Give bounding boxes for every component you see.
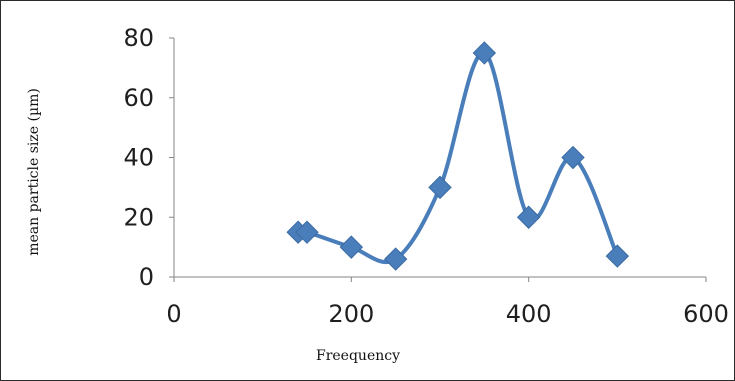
- data-point-diamond: [428, 175, 452, 200]
- y-tick-label: 20: [123, 203, 154, 231]
- data-point-diamond: [561, 145, 585, 170]
- y-tick-label: 60: [123, 84, 154, 112]
- axes: 0 20 40 60 80 0 200 400 600: [123, 24, 728, 328]
- data-point-diamond: [472, 41, 497, 65]
- y-tick-label: 0: [139, 263, 154, 291]
- data-point-diamond: [383, 247, 408, 271]
- x-axis-title: Freequency: [316, 348, 400, 364]
- data-point-diamond: [516, 205, 541, 229]
- x-tick-label: 0: [166, 300, 181, 328]
- x-tick-label: 600: [683, 300, 729, 328]
- x-tick-label: 400: [506, 300, 552, 328]
- data-point-diamond: [295, 220, 319, 244]
- y-ticks: 0 20 40 60 80: [123, 24, 174, 291]
- y-tick-label: 80: [123, 24, 154, 52]
- y-tick-label: 40: [123, 144, 154, 172]
- data-point-diamond: [605, 244, 630, 268]
- x-tick-label: 200: [328, 300, 374, 328]
- data-point-diamond: [339, 235, 364, 259]
- y-axis-title: mean particle size (µm): [26, 88, 42, 256]
- series-line: [296, 50, 620, 265]
- series-layer: [286, 41, 630, 271]
- x-ticks: 0 200 400 600: [166, 277, 729, 328]
